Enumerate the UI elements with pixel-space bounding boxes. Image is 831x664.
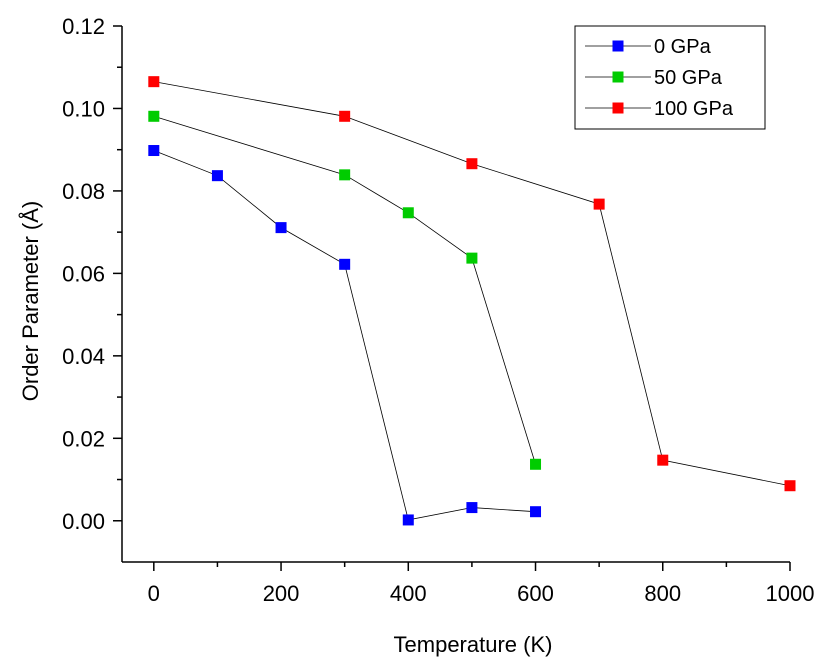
legend-marker <box>612 71 624 83</box>
data-point <box>593 198 605 210</box>
y-tick-label: 0.00 <box>62 509 105 534</box>
data-point <box>530 506 542 518</box>
y-tick-label: 0.10 <box>62 96 105 121</box>
x-tick-label: 1000 <box>766 581 815 606</box>
data-point <box>339 110 351 122</box>
x-tick-label: 200 <box>263 581 300 606</box>
y-axis-title: Order Parameter (Å) <box>18 201 43 402</box>
x-tick-label: 400 <box>390 581 427 606</box>
data-point <box>530 458 542 470</box>
data-point <box>402 207 414 219</box>
legend-item: 50 GPa <box>585 67 723 89</box>
series-0 <box>148 145 542 526</box>
legend-label: 0 GPa <box>654 36 712 58</box>
legend-marker <box>612 102 624 114</box>
data-point <box>466 502 478 514</box>
data-point <box>466 252 478 264</box>
data-point <box>784 480 796 492</box>
data-point <box>402 514 414 526</box>
data-point <box>148 76 160 88</box>
legend-label: 50 GPa <box>654 67 723 89</box>
data-point <box>466 158 478 170</box>
data-point <box>148 110 160 122</box>
legend-label: 100 GPa <box>654 98 734 120</box>
legend-item: 100 GPa <box>585 98 734 120</box>
legend: 0 GPa 50 GPa 100 GPa <box>574 25 766 130</box>
data-point <box>275 222 287 234</box>
data-point <box>657 454 669 466</box>
data-point <box>339 258 351 270</box>
legend-box <box>574 25 766 130</box>
x-tick-label: 600 <box>517 581 554 606</box>
series-line <box>153 115 536 465</box>
legend-marker <box>612 40 624 52</box>
legend-item: 0 GPa <box>585 36 712 58</box>
series-line <box>153 81 791 487</box>
y-tick-label: 0.12 <box>62 14 105 39</box>
y-tick-label: 0.08 <box>62 179 105 204</box>
data-point <box>148 145 160 157</box>
y-tick-label: 0.04 <box>62 344 105 369</box>
series-2 <box>148 76 796 492</box>
axes: 0 200 400 600 800 1000 0.00 0.02 0.04 0.06 0.08 0.1… <box>62 14 814 606</box>
y-tick-label: 0.06 <box>62 261 105 286</box>
series-layer <box>148 76 796 526</box>
series-line <box>153 150 536 521</box>
x-tick-label: 800 <box>644 581 681 606</box>
x-axis-title: Temperature (K) <box>394 632 553 657</box>
y-tick-label: 0.02 <box>62 426 105 451</box>
x-tick-label: 0 <box>148 581 160 606</box>
series-1 <box>148 110 542 470</box>
data-point <box>211 170 223 182</box>
data-point <box>339 169 351 181</box>
